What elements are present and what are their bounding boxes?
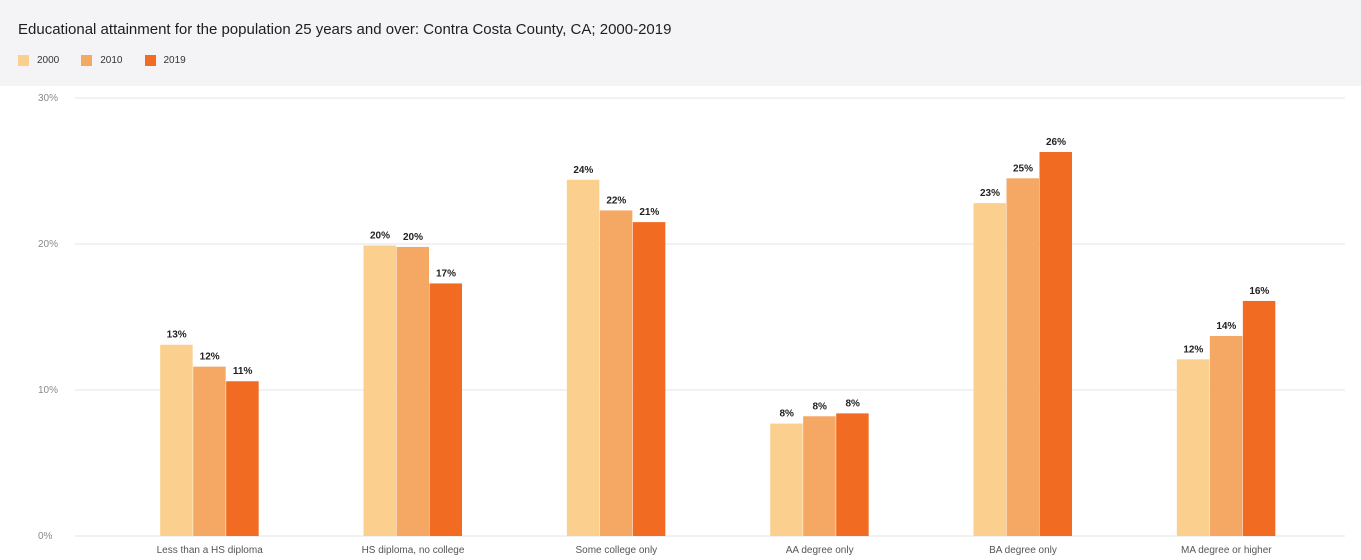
bar [1006, 178, 1039, 537]
data-label: 22% [606, 195, 626, 206]
legend-swatch-2010 [81, 55, 93, 66]
data-label: 13% [167, 330, 187, 341]
legend-item-2000[interactable]: 2000 [18, 55, 59, 66]
bar [1242, 300, 1276, 536]
bar [803, 416, 836, 536]
data-label: 16% [1249, 286, 1269, 297]
data-label: 21% [639, 207, 659, 218]
chart-title: Educational attainment for the populatio… [18, 21, 672, 38]
y-tick-label: 20% [38, 239, 58, 250]
x-tick-label: Less than a HS diploma [157, 545, 264, 556]
chart-header: Educational attainment for the populatio… [0, 0, 1361, 86]
legend-swatch-2019 [144, 55, 156, 66]
legend-label-2019: 2019 [163, 55, 186, 66]
x-tick-label: AA degree only [786, 545, 854, 556]
data-label: 14% [1216, 321, 1236, 332]
bar [632, 222, 666, 536]
legend: 2000 2010 2019 [18, 55, 186, 66]
bar [226, 381, 259, 536]
data-label: 12% [200, 352, 220, 363]
data-label: 8% [812, 401, 827, 412]
data-label: 20% [370, 230, 390, 241]
data-label: 12% [1183, 344, 1203, 355]
legend-swatch-2000 [18, 55, 29, 66]
x-tick-label: BA degree only [989, 545, 1057, 556]
y-tick-label: 30% [38, 93, 58, 104]
data-label: 24% [573, 165, 593, 176]
data-label: 20% [403, 232, 423, 243]
data-label: 25% [1013, 163, 1033, 174]
bar [193, 366, 226, 536]
bar [1039, 152, 1072, 536]
bar [599, 210, 633, 537]
legend-label-2010: 2010 [100, 55, 123, 66]
bar [363, 245, 396, 536]
data-label: 11% [233, 366, 253, 377]
data-label: 8% [845, 398, 860, 409]
data-label: 23% [980, 188, 1000, 199]
bar [566, 179, 600, 536]
x-tick-label: MA degree or higher [1181, 545, 1272, 556]
data-label: 17% [436, 268, 456, 279]
y-tick-label: 0% [38, 531, 53, 542]
data-label: 26% [1046, 137, 1066, 148]
bar [1176, 359, 1210, 536]
x-tick-label: Some college only [575, 545, 657, 556]
bar [396, 246, 429, 537]
y-tick-label: 10% [38, 385, 58, 396]
bar [1209, 335, 1243, 536]
legend-item-2010[interactable]: 2010 [81, 55, 123, 66]
bar [429, 283, 462, 536]
bar [973, 203, 1006, 536]
data-label: 8% [779, 409, 794, 420]
bar [770, 423, 803, 536]
x-tick-label: HS diploma, no college [362, 545, 465, 556]
legend-label-2000: 2000 [37, 55, 60, 66]
bar [836, 413, 869, 536]
bar [160, 344, 193, 536]
legend-item-2019[interactable]: 2019 [144, 55, 186, 66]
